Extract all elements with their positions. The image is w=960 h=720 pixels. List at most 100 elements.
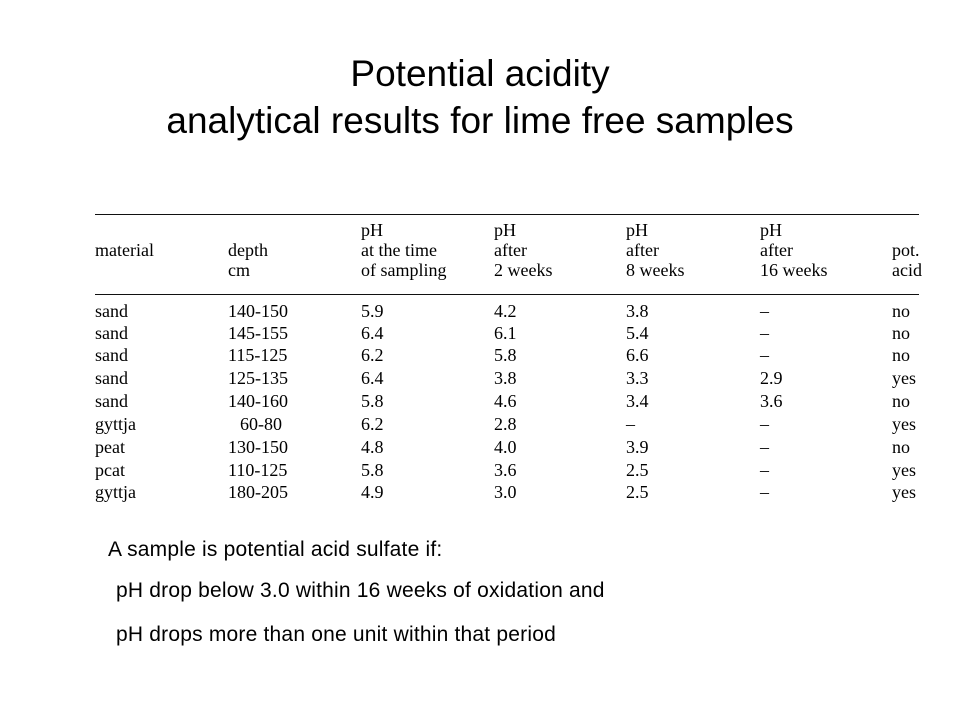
table-row: gyttja 60-80 6.2 2.8 – – yes [95, 413, 925, 435]
cell-ph-16-weeks: – [760, 323, 769, 343]
cell-material: sand [95, 368, 128, 388]
results-table: material depth cm pH at the time of sampling p… [95, 208, 925, 508]
cell-ph-sampling: 5.8 [361, 391, 384, 411]
cell-material: gyttja [95, 414, 136, 434]
cell-pot-acid: no [892, 345, 910, 365]
header-ph-2-weeks: pH after 2 weeks [494, 220, 552, 280]
cell-ph-sampling: 6.4 [361, 323, 384, 343]
header-depth: depth cm [228, 220, 268, 280]
table-top-rule [95, 214, 919, 215]
cell-pot-acid: no [892, 323, 910, 343]
header-material-line [95, 260, 154, 280]
cell-depth: 130-150 [228, 437, 288, 457]
cell-depth: 180-205 [228, 482, 288, 502]
table-row: peat 130-150 4.8 4.0 3.9 – no [95, 436, 925, 458]
cell-depth: 125-135 [228, 368, 288, 388]
cell-pot-acid: no [892, 391, 910, 411]
header-pot-acid: pot. acid [892, 220, 922, 280]
cell-ph-2-weeks: 5.8 [494, 345, 517, 365]
cell-ph-2-weeks: 6.1 [494, 323, 517, 343]
table-row: sand 125-135 6.4 3.8 3.3 2.9 yes [95, 367, 925, 389]
cell-pot-acid: yes [892, 460, 916, 480]
cell-ph-8-weeks: 3.9 [626, 437, 649, 457]
cell-depth: 60-80 [240, 414, 282, 434]
cell-pot-acid: no [892, 437, 910, 457]
title-line-1: Potential acidity [350, 53, 610, 94]
cell-ph-2-weeks: 4.0 [494, 437, 517, 457]
table-row: sand 115-125 6.2 5.8 6.6 – no [95, 344, 925, 366]
cell-material: gyttja [95, 482, 136, 502]
cell-ph-sampling: 5.9 [361, 301, 384, 321]
table-header-rule [95, 294, 919, 295]
cell-ph-2-weeks: 3.8 [494, 368, 517, 388]
cell-ph-2-weeks: 3.0 [494, 482, 517, 502]
header-depth-line [228, 220, 268, 240]
cell-depth: 140-150 [228, 301, 288, 321]
cell-ph-8-weeks: 3.3 [626, 368, 649, 388]
cell-ph-2-weeks: 2.8 [494, 414, 517, 434]
criteria-line-1: pH drop below 3.0 within 16 weeks of oxi… [116, 579, 605, 602]
cell-pot-acid: yes [892, 368, 916, 388]
cell-material: sand [95, 391, 128, 411]
cell-ph-sampling: 5.8 [361, 460, 384, 480]
header-ph-sampling-line: pH [361, 220, 383, 240]
criteria-intro: A sample is potential acid sulfate if: [108, 538, 443, 561]
title-line-2: analytical results for lime free samples [166, 100, 794, 141]
cell-depth: 115-125 [228, 345, 288, 365]
header-depth-line: depth [228, 240, 268, 260]
cell-ph-sampling: 4.9 [361, 482, 384, 502]
header-depth-line: cm [228, 260, 250, 280]
cell-material: sand [95, 323, 128, 343]
header-ph-8-weeks-line: after [626, 240, 659, 260]
cell-ph-2-weeks: 4.6 [494, 391, 517, 411]
header-material: material [95, 220, 154, 280]
header-ph-16-weeks-line: pH [760, 220, 782, 240]
cell-ph-8-weeks: 2.5 [626, 460, 649, 480]
cell-depth: 145-155 [228, 323, 288, 343]
cell-ph-8-weeks: 3.4 [626, 391, 649, 411]
header-ph-16-weeks: pH after 16 weeks [760, 220, 827, 280]
header-pot-acid-line: pot. [892, 240, 920, 260]
cell-ph-16-weeks: – [760, 414, 769, 434]
cell-ph-16-weeks: – [760, 482, 769, 502]
cell-ph-16-weeks: – [760, 460, 769, 480]
table-row: sand 140-160 5.8 4.6 3.4 3.6 no [95, 390, 925, 412]
cell-material: sand [95, 345, 128, 365]
table-row: gyttja 180-205 4.9 3.0 2.5 – yes [95, 481, 925, 503]
cell-ph-16-weeks: – [760, 345, 769, 365]
header-ph-2-weeks-line: 2 weeks [494, 260, 553, 280]
cell-ph-sampling: 6.2 [361, 414, 384, 434]
cell-ph-sampling: 6.4 [361, 368, 384, 388]
slide-title: Potential acidity analytical results for… [0, 50, 960, 144]
cell-material: peat [95, 437, 125, 457]
cell-ph-8-weeks: – [626, 414, 635, 434]
header-pot-acid-line [892, 220, 922, 240]
header-ph-2-weeks-line: after [494, 240, 527, 260]
cell-pot-acid: yes [892, 482, 916, 502]
cell-ph-8-weeks: 3.8 [626, 301, 649, 321]
cell-ph-16-weeks: – [760, 437, 769, 457]
cell-depth: 140-160 [228, 391, 288, 411]
cell-material: sand [95, 301, 128, 321]
cell-material: pcat [95, 460, 125, 480]
cell-ph-sampling: 6.2 [361, 345, 384, 365]
cell-pot-acid: no [892, 301, 910, 321]
header-ph-sampling-line: of sampling [361, 260, 447, 280]
cell-ph-8-weeks: 6.6 [626, 345, 649, 365]
header-material-line: material [95, 240, 154, 260]
header-pot-acid-line: acid [892, 260, 922, 280]
cell-ph-16-weeks: – [760, 301, 769, 321]
cell-depth: 110-125 [228, 460, 288, 480]
cell-ph-16-weeks: 2.9 [760, 368, 783, 388]
header-material-line [95, 220, 154, 240]
cell-ph-8-weeks: 5.4 [626, 323, 649, 343]
cell-ph-2-weeks: 3.6 [494, 460, 517, 480]
cell-ph-16-weeks: 3.6 [760, 391, 783, 411]
header-ph-8-weeks-line: 8 weeks [626, 260, 685, 280]
header-ph-8-weeks: pH after 8 weeks [626, 220, 684, 280]
table-row: sand 140-150 5.9 4.2 3.8 – no [95, 300, 925, 322]
header-ph-2-weeks-line: pH [494, 220, 516, 240]
header-ph-8-weeks-line: pH [626, 220, 648, 240]
table-row: pcat 110-125 5.8 3.6 2.5 – yes [95, 459, 925, 481]
header-ph-16-weeks-line: 16 weeks [760, 260, 828, 280]
